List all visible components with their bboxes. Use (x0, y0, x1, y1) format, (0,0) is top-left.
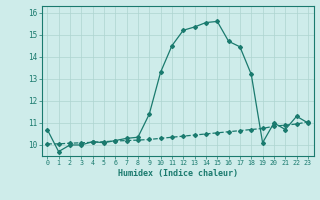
X-axis label: Humidex (Indice chaleur): Humidex (Indice chaleur) (118, 169, 237, 178)
